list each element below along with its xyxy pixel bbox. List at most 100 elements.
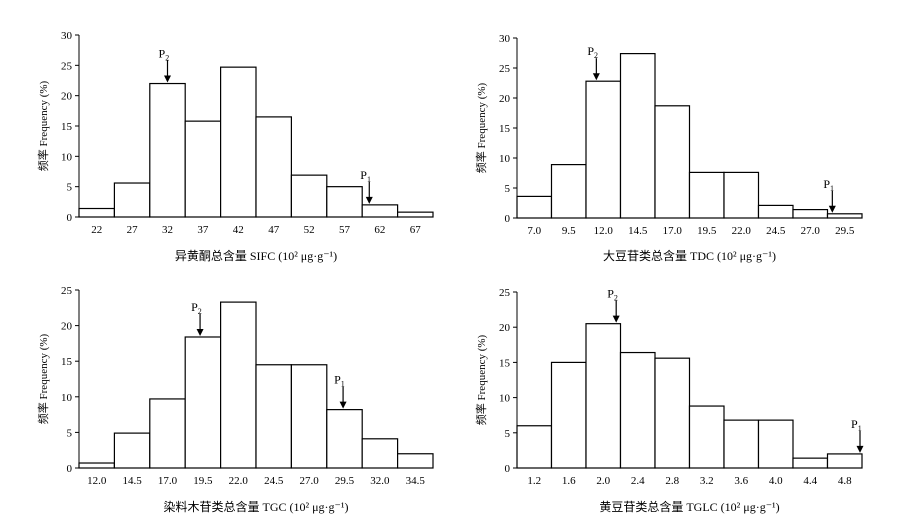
y-tick-label: 20 (499, 322, 511, 334)
y-tick-label: 15 (61, 356, 73, 368)
marker-arrow-head (339, 401, 347, 409)
histogram-bar (826, 213, 863, 219)
histogram-bar (326, 186, 363, 218)
x-tick-label: 17.0 (663, 225, 683, 237)
y-tick-label: 5 (67, 427, 73, 439)
histogram-bar (654, 105, 691, 219)
histogram-bar (516, 195, 553, 219)
x-tick-label: 3.6 (734, 475, 748, 487)
x-tick-label: 14.5 (122, 475, 142, 487)
x-tick-label: 47 (268, 224, 280, 236)
x-tick-label: 24.5 (264, 475, 284, 487)
histogram-bar (149, 82, 186, 218)
x-tick-label: 57 (339, 224, 351, 236)
y-tick-label: 10 (499, 393, 511, 405)
x-tick-label: 34.5 (406, 475, 426, 487)
histogram-bar (78, 207, 116, 218)
histogram-bar (255, 364, 293, 469)
histogram-bar (757, 204, 794, 219)
y-tick-label: 30 (499, 33, 511, 45)
histogram-bar (220, 66, 257, 218)
x-tick-label: 29.5 (835, 225, 855, 237)
marker-arrow-head (365, 196, 373, 204)
x-tick-label: 7.0 (527, 225, 541, 237)
y-tick-label: 0 (67, 212, 73, 224)
x-tick-label: 1.2 (527, 475, 541, 487)
marker-arrow-head (612, 315, 620, 323)
x-tick-label: 37 (197, 224, 209, 236)
marker-arrow-head (828, 205, 836, 213)
x-tick-label: 22.0 (229, 475, 249, 487)
x-tick-label: 29.5 (335, 475, 355, 487)
y-axis-title: 频率 Frequency (%) (474, 334, 488, 425)
x-tick-label: 2.8 (665, 475, 679, 487)
y-tick-label: 30 (61, 30, 73, 42)
histogram-bar (757, 419, 794, 469)
x-tick-label: 2.0 (596, 475, 610, 487)
histogram-bar (113, 432, 151, 469)
x-tick-label: 67 (410, 224, 422, 236)
x-tick-label: 24.5 (766, 225, 786, 237)
histogram-bar (361, 204, 399, 218)
y-tick-label: 5 (505, 183, 511, 195)
y-tick-label: 25 (61, 60, 73, 72)
histogram-bar (361, 438, 399, 469)
y-tick-label: 0 (505, 463, 511, 475)
histogram-bar (619, 52, 656, 219)
histogram-bar (290, 364, 328, 469)
histogram-bar (723, 419, 760, 469)
x-tick-label: 4.4 (803, 475, 817, 487)
x-tick-label: 12.0 (594, 225, 614, 237)
x-tick-label: 19.5 (193, 475, 213, 487)
histogram-bar (723, 171, 760, 219)
y-tick-label: 15 (499, 123, 511, 135)
histogram-bar (255, 116, 293, 218)
x-tick-label: 2.4 (631, 475, 645, 487)
chart-panel-3: 0 5 10 15 20 25 12.0 14.5 17.0 19.5 22.0 24.5 27.0 29… (36, 285, 434, 514)
marker-label-p2: P2 (159, 47, 170, 63)
histogram-bar (220, 301, 257, 469)
y-axis-title: 频率 Frequency (%) (36, 80, 50, 171)
histogram-bar (397, 211, 434, 218)
y-tick-label: 25 (61, 285, 73, 297)
y-tick-label: 25 (499, 63, 511, 75)
x-tick-label: 17.0 (158, 475, 178, 487)
marker-label-p1: P1 (823, 177, 834, 193)
y-tick-label: 0 (505, 213, 511, 225)
histogram-bar (550, 361, 587, 469)
chart-panel-1: 0 5 10 15 20 25 30 22 27 32 37 42 47 52 57 62 67 频率 Frequ… (36, 30, 434, 263)
y-axis-title: 频率 Frequency (%) (36, 333, 50, 424)
x-tick-label: 4.8 (838, 475, 852, 487)
x-axis-title: 染料木苷类总含量 TGC (10² μg·g⁻¹) (164, 499, 349, 514)
histogram-bar (290, 174, 328, 218)
marker-arrow-head (856, 445, 864, 453)
histogram-bar (326, 409, 363, 469)
chart-panel-2: 0 5 10 15 20 25 30 7.0 9.5 12.0 14.5 17.0 19.5 22.0 24… (474, 33, 863, 263)
x-tick-label: 19.5 (697, 225, 717, 237)
marker-label-p1: P1 (334, 373, 345, 389)
x-tick-label: 42 (233, 224, 244, 236)
marker-label-p2: P2 (607, 287, 618, 303)
histogram-bar (516, 425, 553, 469)
x-axis-title: 大豆苷类总含量 TDC (10² μg·g⁻¹) (603, 248, 776, 263)
x-tick-label: 1.6 (562, 475, 576, 487)
x-tick-label: 9.5 (562, 225, 576, 237)
histogram-bar (792, 457, 829, 469)
x-tick-label: 22.0 (732, 225, 752, 237)
histogram-bar (792, 209, 829, 219)
histogram-bar (184, 120, 222, 218)
y-tick-label: 25 (499, 287, 511, 299)
y-tick-label: 10 (61, 151, 73, 163)
histogram-bar (654, 357, 691, 469)
x-tick-label: 62 (374, 224, 385, 236)
marker-label-p2: P2 (191, 300, 202, 316)
marker-arrow-head (164, 75, 171, 83)
histogram-bar (184, 336, 222, 469)
histogram-bar (113, 182, 151, 218)
y-tick-label: 5 (67, 182, 73, 194)
y-tick-label: 10 (61, 392, 73, 404)
y-axis-title: 频率 Frequency (%) (474, 82, 488, 173)
y-tick-label: 5 (505, 428, 511, 440)
histogram-bar (688, 171, 725, 219)
